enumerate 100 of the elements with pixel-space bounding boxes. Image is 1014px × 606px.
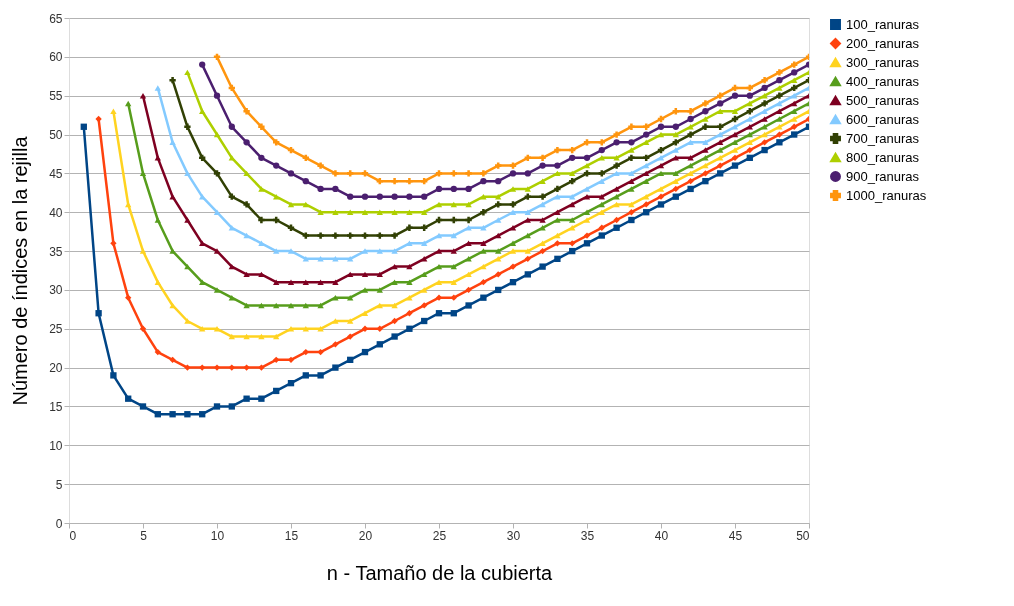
point: [199, 240, 206, 247]
point: [243, 302, 250, 309]
point: [317, 348, 324, 356]
point: [776, 77, 783, 84]
point: [717, 147, 724, 153]
y-tick-label: 35: [49, 244, 63, 259]
point: [539, 225, 546, 231]
point: [317, 185, 324, 193]
point: [495, 217, 502, 223]
point: [450, 248, 457, 254]
point: [302, 326, 309, 332]
point: [554, 185, 561, 193]
point: [421, 193, 428, 200]
point: [184, 123, 191, 130]
point: [495, 232, 502, 239]
point: [480, 248, 487, 254]
point: [317, 302, 324, 309]
point: [450, 279, 457, 285]
point: [228, 193, 235, 200]
point: [776, 139, 783, 146]
point: [435, 248, 443, 254]
x-tick-label: 30: [506, 528, 521, 543]
point: [184, 411, 191, 418]
point: [524, 209, 531, 215]
point: [421, 287, 428, 293]
legend-label: 100_ranuras: [846, 16, 920, 32]
point: [495, 178, 502, 185]
point: [273, 387, 280, 395]
point: [687, 131, 694, 138]
point: [347, 232, 354, 239]
point: [702, 100, 709, 107]
point: [184, 170, 191, 177]
point: [628, 139, 635, 146]
point: [628, 201, 635, 208]
point: [361, 232, 369, 239]
point: [213, 403, 221, 410]
point: [465, 271, 472, 278]
point: [761, 139, 768, 146]
point: [435, 201, 443, 208]
point: [391, 279, 398, 285]
point: [569, 201, 576, 208]
point: [199, 108, 206, 114]
point: [332, 170, 339, 177]
point: [376, 248, 383, 254]
point: [213, 364, 221, 371]
point: [317, 279, 324, 285]
point: [465, 240, 472, 247]
point: [213, 170, 221, 177]
point: [583, 209, 591, 215]
point: [761, 108, 768, 114]
point: [628, 147, 635, 153]
point: [125, 100, 132, 107]
point: [199, 279, 206, 285]
point: [672, 139, 679, 146]
point: [554, 209, 561, 215]
point: [258, 364, 265, 371]
point: [199, 364, 206, 371]
point: [376, 302, 383, 309]
point: [687, 170, 694, 177]
point: [761, 116, 768, 122]
legend-label: 300_ranuras: [846, 54, 920, 70]
point: [169, 248, 176, 254]
point: [376, 341, 383, 348]
point: [213, 92, 221, 99]
y-tick-label: 25: [49, 322, 63, 337]
point: [539, 193, 546, 200]
point: [110, 372, 117, 379]
x-tick-label: 20: [358, 528, 373, 543]
point: [776, 131, 783, 138]
point: [687, 185, 694, 193]
point: [287, 302, 295, 309]
point: [213, 248, 221, 254]
point: [731, 124, 739, 130]
point: [702, 139, 709, 146]
point: [361, 209, 369, 215]
point: [139, 248, 147, 254]
point: [406, 240, 413, 247]
point: [421, 256, 428, 262]
point: [509, 170, 517, 177]
point: [287, 356, 295, 364]
point: [243, 108, 250, 115]
point: [391, 209, 398, 215]
point: [435, 279, 443, 285]
point: [332, 256, 339, 262]
point: [539, 201, 546, 208]
x-tick-label: 15: [284, 528, 299, 543]
point: [613, 162, 620, 169]
point: [480, 209, 487, 216]
y-tick-label: 65: [49, 11, 63, 26]
y-tick-label: 60: [49, 50, 63, 65]
point: [302, 178, 309, 185]
point: [539, 263, 546, 270]
point: [406, 209, 413, 215]
point: [243, 271, 250, 278]
point: [228, 225, 235, 231]
point: [643, 209, 650, 216]
point: [746, 116, 753, 122]
point: [480, 240, 487, 247]
x-tick-label: 40: [654, 528, 669, 543]
point: [361, 193, 369, 200]
